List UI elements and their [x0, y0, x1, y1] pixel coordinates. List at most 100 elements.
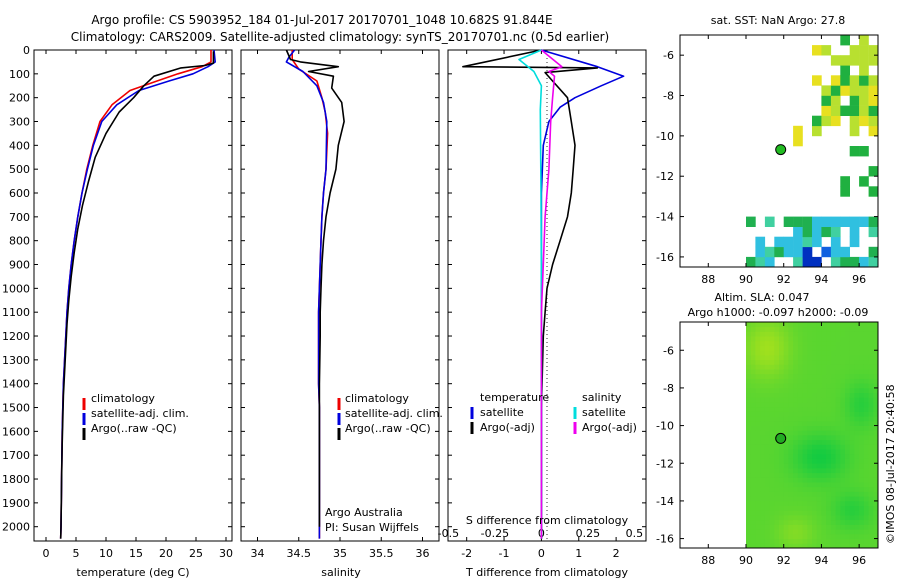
- sla-cell: [779, 383, 785, 389]
- sla-cell: [859, 416, 865, 422]
- sla-cell: [859, 463, 865, 469]
- sla-cell: [826, 449, 832, 455]
- difference-depth-ticks: [448, 49, 646, 528]
- sla-cell: [863, 458, 869, 464]
- sla-cell: [793, 359, 799, 365]
- sla-cell: [774, 524, 780, 530]
- sla-cell: [840, 477, 846, 483]
- sla-cell: [746, 340, 752, 346]
- sla-cell: [783, 486, 789, 492]
- sla-cell: [873, 510, 878, 516]
- sla-cell: [746, 387, 752, 393]
- sla-cell: [783, 331, 789, 337]
- sla-cell: [849, 524, 855, 530]
- sst-pixel: [849, 226, 860, 238]
- sst-pixel: [812, 216, 822, 227]
- sla-cell: [788, 482, 794, 488]
- sla-cell: [849, 345, 855, 351]
- sla-cell: [849, 458, 855, 464]
- sst-pixel: [840, 65, 850, 76]
- sla-cell: [863, 453, 869, 459]
- sla-cell: [812, 439, 818, 445]
- sla-cell: [868, 355, 874, 361]
- sla-cell: [868, 350, 874, 356]
- sst-pixel: [812, 115, 822, 127]
- sla-cell: [774, 420, 780, 426]
- legend-label-argo: Argo(..raw -QC): [91, 422, 177, 435]
- difference-series: [462, 49, 625, 539]
- sla-cell: [750, 345, 756, 351]
- sla-cell: [840, 397, 846, 403]
- sla-cell: [760, 444, 766, 450]
- sla-cell: [840, 435, 846, 441]
- sla-cell: [863, 491, 869, 497]
- sst-pixel: [830, 105, 841, 116]
- sla-cell: [816, 529, 822, 535]
- sla-cell: [764, 468, 770, 474]
- sla-cell: [821, 364, 827, 370]
- sla-cell: [849, 463, 855, 469]
- sla-cell: [797, 340, 803, 346]
- sla-cell: [760, 387, 766, 393]
- sla-cell: [750, 529, 756, 535]
- sla-cell: [769, 402, 775, 408]
- sla-cell: [802, 491, 808, 497]
- sla-cell: [746, 345, 752, 351]
- sla-cell: [863, 519, 869, 525]
- sla-cell: [868, 411, 874, 417]
- sla-cell: [802, 402, 808, 408]
- sla-cell: [797, 500, 803, 506]
- sla-cell: [764, 392, 770, 398]
- sla-cell: [845, 463, 851, 469]
- sla-cell: [755, 538, 761, 544]
- depth-tick-label: 1500: [2, 402, 30, 415]
- sla-cell: [873, 340, 878, 346]
- sla-cell: [807, 411, 813, 417]
- sla-cell: [849, 486, 855, 492]
- sla-cell: [845, 543, 851, 548]
- sla-cell: [873, 411, 878, 417]
- sla-cell: [835, 477, 841, 483]
- sla-cell: [788, 402, 794, 408]
- sla-cell: [760, 336, 766, 342]
- sla-cell: [849, 397, 855, 403]
- sla-cell: [802, 538, 808, 544]
- sla-cell: [774, 500, 780, 506]
- sla-cell: [821, 378, 827, 384]
- sla-cell: [797, 453, 803, 459]
- sla-cell: [840, 340, 846, 346]
- sla-cell: [873, 529, 878, 535]
- sla-cell: [769, 477, 775, 483]
- sla-cell: [826, 397, 832, 403]
- sla-cell: [760, 477, 766, 483]
- sst-pixel: [821, 246, 832, 258]
- sla-cell: [835, 491, 841, 497]
- sla-cell: [797, 468, 803, 474]
- sla-cell: [797, 411, 803, 417]
- sla-cell: [764, 402, 770, 408]
- sla-cell: [868, 482, 874, 488]
- sla-cell: [779, 486, 785, 492]
- sla-cell: [802, 515, 808, 521]
- sla-cell: [755, 472, 761, 478]
- sst-pixel: [793, 256, 803, 267]
- sla-cell: [802, 364, 808, 370]
- sla-cell: [783, 468, 789, 474]
- sla-cell: [830, 439, 836, 445]
- sla-cell: [807, 486, 813, 492]
- sla-cell: [746, 491, 752, 497]
- sla-cell: [873, 491, 878, 497]
- sla-cell: [764, 416, 770, 422]
- sla-cell: [764, 331, 770, 337]
- sst-pixel: [793, 246, 803, 258]
- sla-cell: [750, 458, 756, 464]
- sla-cell: [812, 373, 818, 379]
- sla-cell: [760, 406, 766, 412]
- sla-cell: [859, 345, 865, 351]
- sla-cell: [826, 519, 832, 525]
- sla-cell: [821, 425, 827, 431]
- sla-cell: [873, 439, 878, 445]
- sla-cell: [873, 430, 878, 436]
- sla-cell: [755, 430, 761, 436]
- sla-cell: [797, 406, 803, 412]
